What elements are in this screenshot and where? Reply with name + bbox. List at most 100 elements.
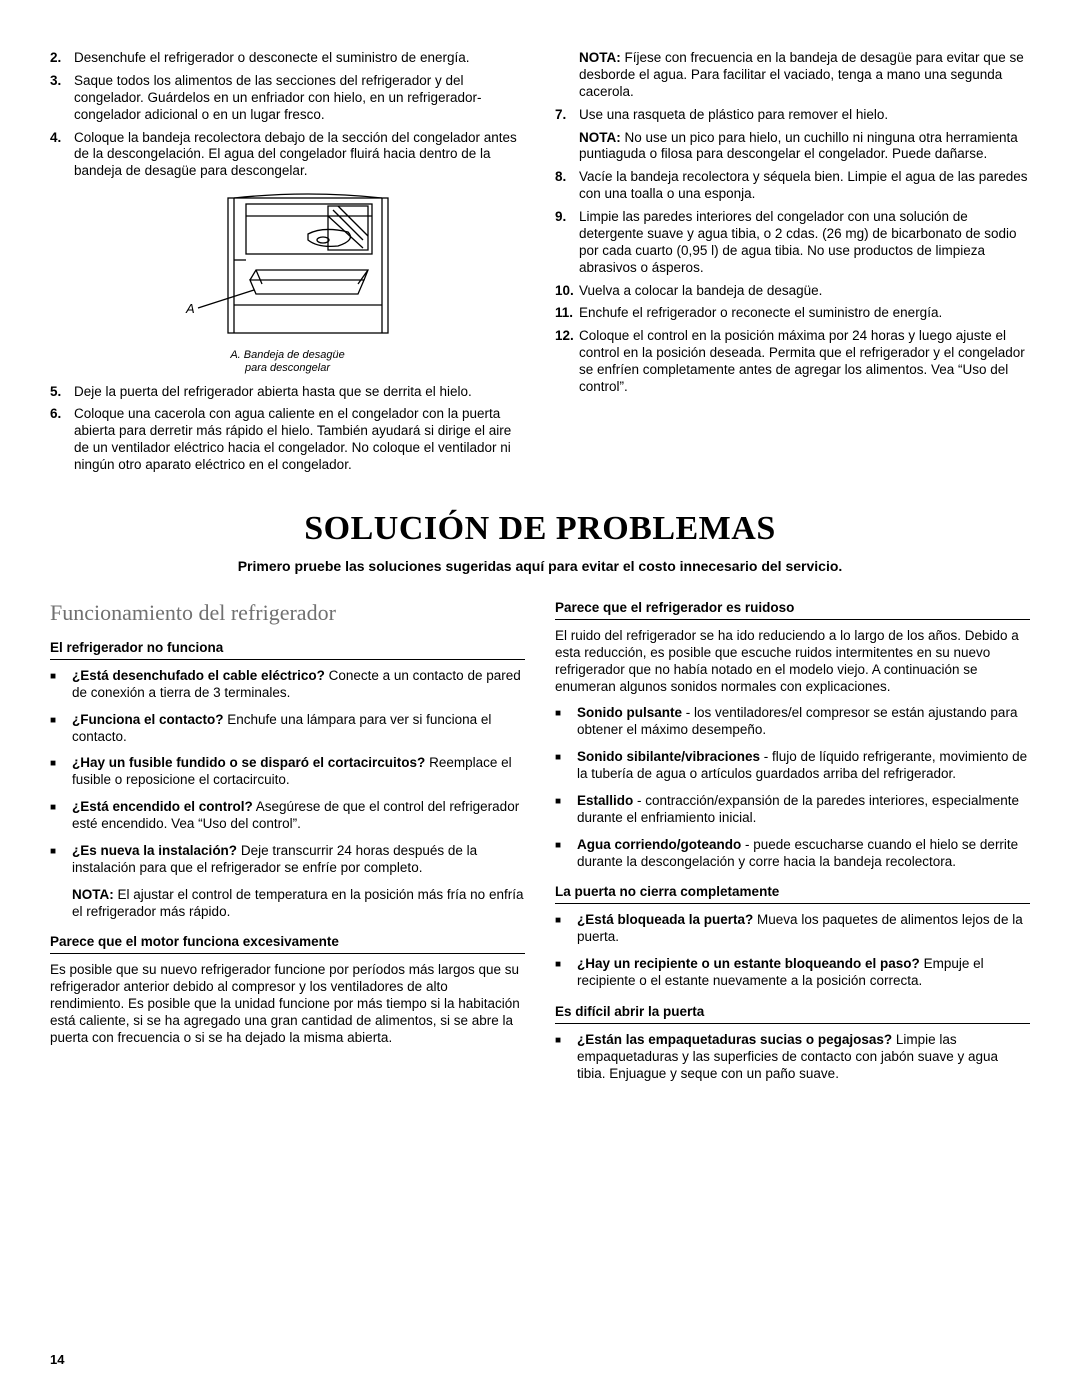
bullet-text: ¿Funciona el contacto? Enchufe una lámpa… [72,712,525,746]
bullet-item: ■¿Hay un recipiente o un estante bloquea… [555,956,1030,990]
bullet-marker: ■ [555,956,577,990]
step-number: 6. [50,406,74,474]
top-right-col: NOTA: Fíjese con frecuencia en la bandej… [555,50,1030,480]
paragraph: Es posible que su nuevo refrigerador fun… [50,962,525,1046]
bullet-marker: ■ [50,668,72,702]
step-text: Deje la puerta del refrigerador abierta … [74,384,525,401]
step-text: Saque todos los alimentos de las seccion… [74,73,525,124]
bullet-text: Sonido pulsante - los ventiladores/el co… [577,705,1030,739]
step-number: 4. [50,130,74,181]
step-text: Coloque el control en la posición máxima… [579,328,1030,396]
step-item: 10.Vuelva a colocar la bandeja de desagü… [555,283,1030,300]
step-text: Limpie las paredes interiores del congel… [579,209,1030,277]
steps-list-left-1: 2.Desenchufe el refrigerador o desconect… [50,50,525,180]
step-item: 7.Use una rasqueta de plástico para remo… [555,107,1030,124]
step-item: 5.Deje la puerta del refrigerador abiert… [50,384,525,401]
bullet-list: ■¿Están las empaquetaduras sucias o pega… [555,1032,1030,1083]
bullet-list: ■¿Está bloqueada la puerta? Mueva los pa… [555,912,1030,990]
page-number: 14 [50,1352,64,1367]
step-item: 9.Limpie las paredes interiores del cong… [555,209,1030,277]
top-columns: 2.Desenchufe el refrigerador o desconect… [50,50,1030,480]
diagram-wrap: A A. Bandeja de desagüe para descongelar [50,190,525,375]
diagram-caption: A. Bandeja de desagüe para descongelar [50,349,525,375]
bullet-text: ¿Es nueva la instalación? Deje transcurr… [72,843,525,877]
sub-heading: Es difícil abrir la puerta [555,1004,1030,1024]
bullet-list: ■Sonido pulsante - los ventiladores/el c… [555,705,1030,870]
bullet-item: ■Agua corriendo/goteando - puede escucha… [555,837,1030,871]
bullet-item: ■¿Funciona el contacto? Enchufe una lámp… [50,712,525,746]
step-number: 9. [555,209,579,277]
trouble-columns: Funcionamiento del refrigerador El refri… [50,600,1030,1093]
bullet-list: ■¿Está desenchufado el cable eléctrico? … [50,668,525,877]
step-text: Use una rasqueta de plástico para remove… [579,107,1030,124]
bullet-marker: ■ [555,749,577,783]
step-number: 3. [50,73,74,124]
main-subtitle: Primero pruebe las soluciones sugeridas … [50,558,1030,574]
bullet-item: ■Sonido sibilante/vibraciones - flujo de… [555,749,1030,783]
step-text: Vuelva a colocar la bandeja de desagüe. [579,283,1030,300]
step-item: 2.Desenchufe el refrigerador o desconect… [50,50,525,67]
bullet-item: ■¿Está encendido el control? Asegúrese d… [50,799,525,833]
drain-tray-diagram: A [168,190,408,340]
bullet-text: Sonido sibilante/vibraciones - flujo de … [577,749,1030,783]
caption-line1: A. Bandeja de desagüe [230,349,344,361]
diagram-label-a: A [185,301,195,316]
note-label: NOTA: [579,130,621,145]
note-label: NOTA: [72,887,114,902]
note-para: NOTA: El ajustar el control de temperatu… [50,887,525,921]
paragraph: El ruido del refrigerador se ha ido redu… [555,628,1030,696]
note-text: No use un pico para hielo, un cuchillo n… [579,130,1018,162]
step-text: Enchufe el refrigerador o reconecte el s… [579,305,1030,322]
bullet-marker: ■ [555,793,577,827]
caption-line2: para descongelar [245,362,330,374]
bullet-marker: ■ [555,705,577,739]
trouble-right-col: Parece que el refrigerador es ruidoso El… [555,600,1030,1093]
bullet-item: ■Sonido pulsante - los ventiladores/el c… [555,705,1030,739]
trouble-left-col: Funcionamiento del refrigerador El refri… [50,600,525,1093]
sub-heading: Parece que el refrigerador es ruidoso [555,600,1030,620]
bullet-text: Estallido - contracción/expansión de la … [577,793,1030,827]
bullet-item: ■¿Es nueva la instalación? Deje transcur… [50,843,525,877]
step-item: 11.Enchufe el refrigerador o reconecte e… [555,305,1030,322]
step-number: 8. [555,169,579,203]
bullet-text: ¿Está bloqueada la puerta? Mueva los paq… [577,912,1030,946]
step-text: Coloque la bandeja recolectora debajo de… [74,130,525,181]
bullet-item: ■¿Está bloqueada la puerta? Mueva los pa… [555,912,1030,946]
bullet-marker: ■ [50,755,72,789]
step-item: 12.Coloque el control en la posición máx… [555,328,1030,396]
bullet-text: ¿Está desenchufado el cable eléctrico? C… [72,668,525,702]
top-left-col: 2.Desenchufe el refrigerador o desconect… [50,50,525,480]
bullet-marker: ■ [555,837,577,871]
bullet-marker: ■ [50,799,72,833]
bullet-text: Agua corriendo/goteando - puede escuchar… [577,837,1030,871]
sub-heading: El refrigerador no funciona [50,640,525,660]
bullet-text: ¿Hay un recipiente o un estante bloquean… [577,956,1030,990]
steps-list-left-2: 5.Deje la puerta del refrigerador abiert… [50,384,525,474]
note-1: NOTA: Fíjese con frecuencia en la bandej… [555,50,1030,101]
bullet-text: ¿Está encendido el control? Asegúrese de… [72,799,525,833]
sub-heading: La puerta no cierra completamente [555,884,1030,904]
sub-heading: Parece que el motor funciona excesivamen… [50,934,525,954]
step-item: 3.Saque todos los alimentos de las secci… [50,73,525,124]
bullet-item: ■¿Está desenchufado el cable eléctrico? … [50,668,525,702]
bullet-item: ■¿Hay un fusible fundido o se disparó el… [50,755,525,789]
step-number: 7. [555,107,579,124]
bullet-item: ■Estallido - contracción/expansión de la… [555,793,1030,827]
step-number: 5. [50,384,74,401]
bullet-marker: ■ [50,843,72,877]
step-item: 8.Vacíe la bandeja recolectora y séquela… [555,169,1030,203]
step-number: 10. [555,283,579,300]
step-item: 6.Coloque una cacerola con agua caliente… [50,406,525,474]
steps-list-right-2: 8.Vacíe la bandeja recolectora y séquela… [555,169,1030,396]
step-text: Desenchufe el refrigerador o desconecte … [74,50,525,67]
main-title: SOLUCIÓN DE PROBLEMAS [50,510,1030,548]
note-label: NOTA: [579,50,621,65]
step-text: Coloque una cacerola con agua caliente e… [74,406,525,474]
bullet-item: ■¿Están las empaquetaduras sucias o pega… [555,1032,1030,1083]
section-title: Funcionamiento del refrigerador [50,600,525,626]
note-2: NOTA: No use un pico para hielo, un cuch… [555,130,1030,164]
bullet-marker: ■ [50,712,72,746]
step-item: 4.Coloque la bandeja recolectora debajo … [50,130,525,181]
bullet-marker: ■ [555,1032,577,1083]
bullet-text: ¿Hay un fusible fundido o se disparó el … [72,755,525,789]
